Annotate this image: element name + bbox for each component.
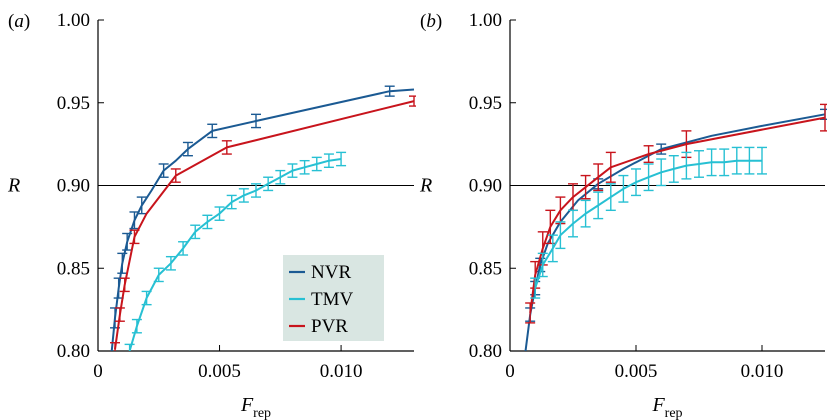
series-tmv <box>530 146 767 299</box>
x-tick-label: 0.010 <box>320 361 363 382</box>
series-line-pvr <box>529 116 826 314</box>
y-axis-label: R <box>419 175 432 197</box>
y-tick-label: 0.90 <box>57 176 90 197</box>
series-line-nvr <box>110 88 415 351</box>
x-tick-label: 0.005 <box>198 361 241 382</box>
y-tick-label: 0.85 <box>469 258 502 279</box>
y-tick-label: 0.95 <box>469 93 502 114</box>
y-tick-label: 1.00 <box>57 10 90 31</box>
y-tick-label: 0.80 <box>469 341 502 362</box>
x-tick-label: 0 <box>93 361 103 382</box>
series-tmv <box>124 151 347 351</box>
panel-a: 0.80 0.85 0.90 0.95 1.00 0 0.005 0.010 (a) R Frep N… <box>7 10 416 420</box>
series-line-tmv <box>534 159 762 289</box>
panel-b: 0.80 0.85 0.90 0.95 1.00 0 0.005 0.010 (b) R Frep <box>419 10 827 420</box>
y-tick-label: 1.00 <box>469 10 502 31</box>
legend-label-pvr: PVR <box>311 316 348 337</box>
x-tick-label: 0.005 <box>615 361 658 382</box>
series-nvr <box>110 85 415 351</box>
y-axis-label: R <box>7 175 20 197</box>
series-line-nvr <box>524 113 826 351</box>
panel-label: (a) <box>8 11 30 32</box>
legend-label-nvr: NVR <box>311 262 351 283</box>
x-tick-label: 0.010 <box>741 361 784 382</box>
legend-label-tmv: TMV <box>311 289 354 310</box>
y-tick-label: 0.90 <box>469 176 502 197</box>
y-tick-label: 0.95 <box>57 93 90 114</box>
panel-label: (b) <box>420 11 442 32</box>
x-tick-label: 0 <box>505 361 515 382</box>
x-axis-label: Frep <box>651 394 682 420</box>
y-tick-label: 0.80 <box>57 341 90 362</box>
series-pvr <box>110 95 416 351</box>
series-pvr <box>525 103 827 324</box>
series-line-pvr <box>114 100 415 350</box>
x-axis-label: Frep <box>240 394 271 420</box>
y-tick-label: 0.85 <box>57 258 90 279</box>
